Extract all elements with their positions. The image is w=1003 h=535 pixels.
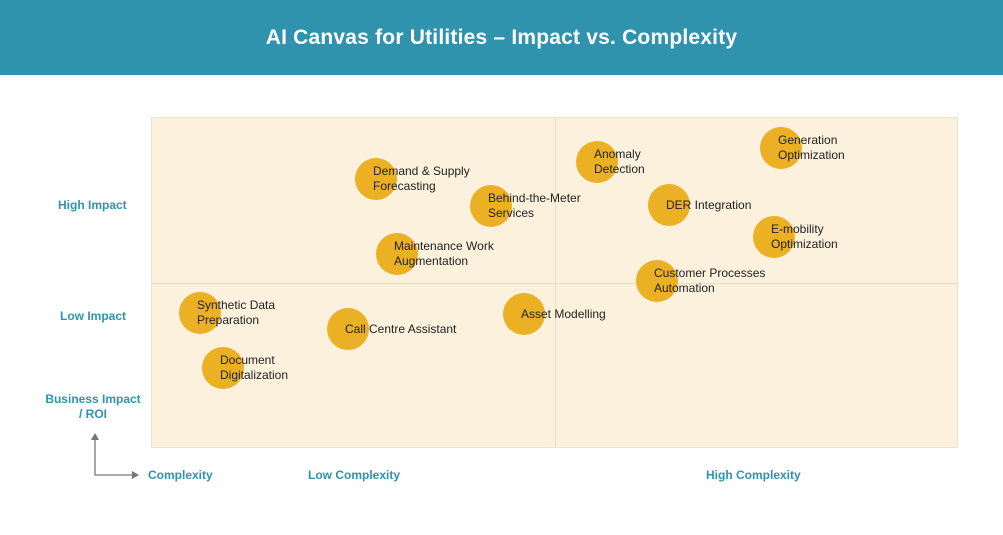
item-label: Asset Modelling <box>521 306 606 321</box>
item-label: Customer Processes Automation <box>654 266 766 295</box>
item-label: Synthetic Data Preparation <box>197 298 276 327</box>
low-impact-label: Low Impact <box>60 309 127 323</box>
item-maintenance-work-augmentation: Maintenance Work Augmentation <box>376 233 494 275</box>
item-der-integration: DER Integration <box>648 184 751 226</box>
item-dot <box>179 292 221 334</box>
item-label: Behind-the-Meter Services <box>488 191 581 220</box>
item-behind-the-meter-services: Behind-the-Meter Services <box>470 185 581 227</box>
item-dot <box>648 184 690 226</box>
item-customer-processes-automation: Customer Processes Automation <box>636 260 765 302</box>
item-dot <box>576 141 618 183</box>
low-complexity-label: Low Complexity <box>308 468 401 482</box>
item-dot <box>760 127 802 169</box>
item-label: E-mobility Optimization <box>771 222 838 251</box>
item-dot <box>202 347 244 389</box>
item-dot <box>327 308 369 350</box>
item-call-centre-assistant: Call Centre Assistant <box>327 308 456 350</box>
high-impact-label: High Impact <box>58 198 127 212</box>
vertical-divider <box>555 118 556 447</box>
item-dot <box>503 293 545 335</box>
item-label: Demand & Supply Forecasting <box>373 164 470 193</box>
axes-arrow-icon <box>91 433 139 479</box>
x-axis-title: Complexity <box>148 468 213 482</box>
item-dot <box>470 185 512 227</box>
item-label: Maintenance Work Augmentation <box>394 239 494 268</box>
header-bar: AI Canvas for Utilities – Impact vs. Com… <box>0 0 1003 75</box>
item-generation-optimization: Generation Optimization <box>760 127 845 169</box>
item-label: DER Integration <box>666 197 752 212</box>
horizontal-divider <box>152 283 957 284</box>
item-label: Generation Optimization <box>778 133 845 162</box>
item-dot <box>753 216 795 258</box>
page-title: AI Canvas for Utilities – Impact vs. Com… <box>265 25 738 49</box>
item-demand-supply-forecasting: Demand & Supply Forecasting <box>355 158 470 200</box>
item-dot <box>355 158 397 200</box>
quadrant-grid <box>151 117 958 448</box>
item-anomaly-detection: Anomaly Detection <box>576 141 645 183</box>
item-dot <box>376 233 418 275</box>
item-label: Anomaly Detection <box>594 147 645 176</box>
item-label: Document Digitalization <box>220 353 289 382</box>
item-synthetic-data-preparation: Synthetic Data Preparation <box>179 292 275 334</box>
item-dot <box>636 260 678 302</box>
high-complexity-label: High Complexity <box>706 468 801 482</box>
item-asset-modelling: Asset Modelling <box>503 293 606 335</box>
item-e-mobility-optimization: E-mobility Optimization <box>753 216 838 258</box>
y-axis-title: Business Impact / ROI <box>45 392 141 421</box>
item-document-digitalization: Document Digitalization <box>202 347 288 389</box>
item-label: Call Centre Assistant <box>345 321 457 336</box>
